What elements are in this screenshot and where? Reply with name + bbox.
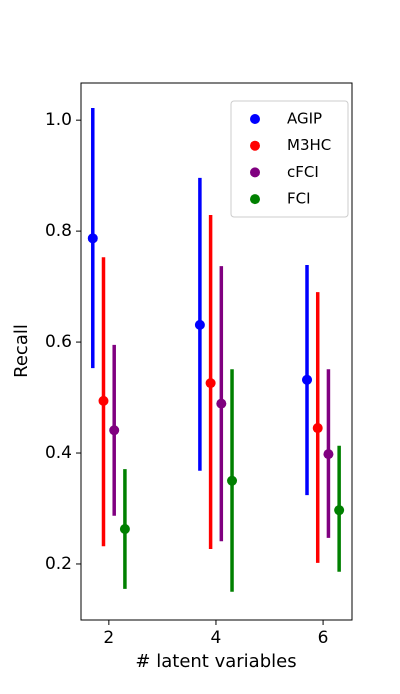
point [216,398,227,409]
legend-box [230,100,349,218]
y-tick-label: 0.4 [45,443,72,463]
y-tick-label: 0.6 [45,332,72,352]
point [323,449,334,460]
plot-frame [80,82,353,621]
legend-label: cFCI [287,163,319,181]
x-tick-label: 6 [318,628,329,648]
x-axis-label: # latent variables [135,651,296,672]
legend-label: M3HC [287,136,331,154]
point [98,395,109,406]
point [205,378,216,389]
point [312,423,323,434]
point [87,233,98,244]
x-tick-label: 4 [211,628,222,648]
y-axis-label: Recall [11,324,32,378]
point [119,524,130,535]
legend-marker [250,140,260,151]
point [109,425,120,436]
x-tick-label: 2 [103,628,114,648]
legend-marker [250,167,260,178]
point [227,475,238,486]
point [334,505,345,516]
point [194,319,205,330]
legend-marker [250,114,260,124]
y-tick-label: 0.2 [45,554,72,574]
y-tick-label: 0.8 [45,221,72,241]
point [302,374,313,385]
legend-label: FCI [287,190,311,208]
legend-marker [250,194,260,205]
legend-label: AGIP [287,110,322,128]
y-tick-label: 1.0 [45,110,72,130]
